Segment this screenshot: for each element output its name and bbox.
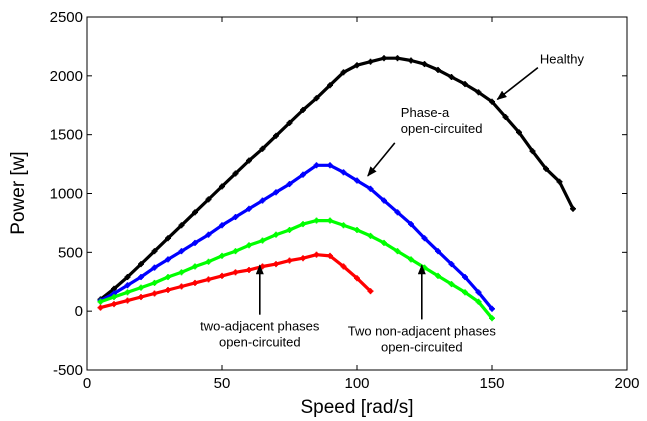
annotation-text: two-adjacent phases	[200, 319, 320, 334]
x-tick-label: 50	[214, 375, 231, 392]
x-tick-label: 150	[479, 375, 504, 392]
y-tick-label: 2500	[50, 9, 83, 26]
annotation-text: Phase-a	[401, 105, 450, 120]
plot-area	[87, 17, 627, 370]
y-tick-label: 2000	[50, 68, 83, 85]
x-tick-label: 200	[614, 375, 639, 392]
y-tick-label: -500	[53, 362, 83, 379]
annotation-text: Two non-adjacent phases	[348, 323, 497, 338]
annotation-text: open-circuited	[219, 335, 301, 350]
y-tick-label: 0	[75, 303, 83, 320]
y-tick-label: 1500	[50, 127, 83, 144]
y-axis-label: Power [w]	[8, 151, 29, 234]
y-tick-label: 500	[58, 244, 83, 261]
annotation-text: Healthy	[540, 52, 585, 67]
x-axis-label: Speed [rad/s]	[300, 397, 413, 418]
x-tick-label: 100	[344, 375, 369, 392]
y-tick-label: 1000	[50, 186, 83, 203]
x-tick-label: 0	[83, 375, 91, 392]
annotation-text: open-circuited	[381, 339, 463, 354]
annotation-text: open-circuited	[401, 121, 483, 136]
